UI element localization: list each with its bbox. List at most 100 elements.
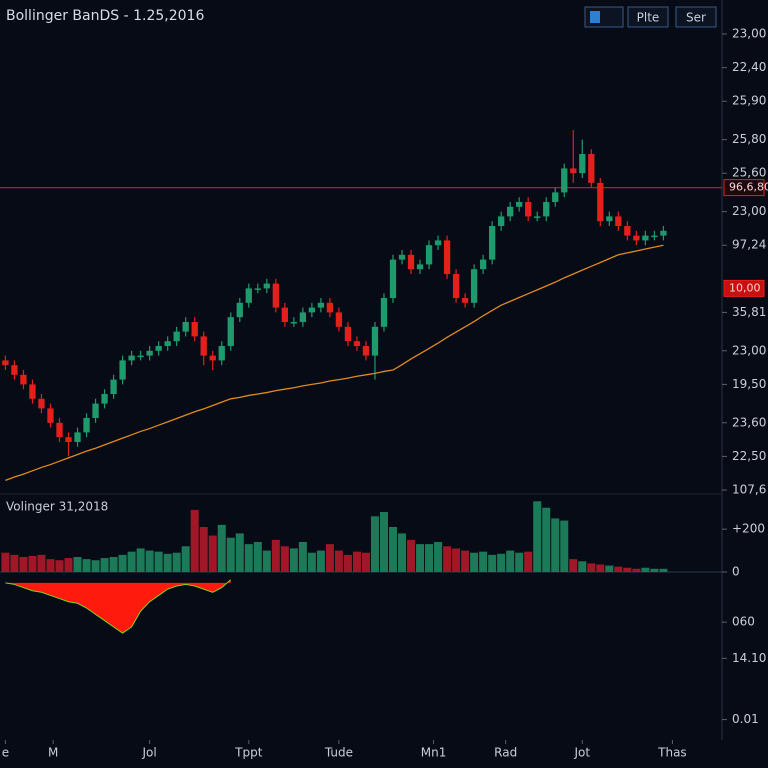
candle-body <box>227 317 234 346</box>
price-label: 96,6,80 <box>729 181 768 194</box>
candle-body <box>218 346 225 361</box>
y-tick-label: 23,00 <box>732 27 766 41</box>
volume-bar <box>82 559 91 572</box>
volume-bar <box>316 550 325 572</box>
candle-body <box>164 341 171 346</box>
volume-bar <box>172 552 181 572</box>
candle-body <box>254 288 261 290</box>
y-tick-label: 23,00 <box>732 343 766 357</box>
candle-body <box>389 259 397 298</box>
toolbar-button[interactable] <box>675 6 717 28</box>
candle-body <box>651 235 658 238</box>
candle-body <box>407 254 415 270</box>
moving-average <box>5 244 664 482</box>
volume-bar <box>479 551 488 572</box>
candle-body <box>488 226 496 260</box>
y-tick-label: 35,81 <box>732 305 766 319</box>
volume-bar <box>163 553 172 572</box>
candle-body <box>642 235 649 241</box>
candle-body <box>200 336 207 356</box>
candle-body <box>507 206 514 217</box>
candle-body <box>245 288 252 303</box>
volume-bar <box>244 544 253 572</box>
price-label-box <box>723 179 765 197</box>
volume-bar <box>434 542 443 572</box>
toolbar-button[interactable] <box>627 6 669 28</box>
candle-body <box>398 254 406 260</box>
volume-bar <box>461 550 470 572</box>
x-tick-label: M <box>48 746 58 760</box>
volume-bar <box>596 564 605 572</box>
volume-bar <box>587 563 596 572</box>
candle-body <box>380 298 388 327</box>
volume-bar <box>506 550 515 572</box>
x-tick-label: Rad <box>494 746 517 760</box>
volume-bar <box>91 560 100 572</box>
volume-bar <box>614 566 623 572</box>
volume-bar <box>334 550 343 572</box>
volume-bar <box>1 552 10 572</box>
volume-bar <box>298 542 307 572</box>
candle-body <box>182 322 189 332</box>
price-label-box <box>723 279 765 297</box>
y-tick-label: 25,90 <box>732 94 766 108</box>
volume-bar <box>100 558 109 572</box>
volume-bar <box>361 552 370 572</box>
candle-body <box>38 398 45 409</box>
oscillator-tick-label: 0.01 <box>732 712 759 726</box>
candle-body <box>552 192 559 202</box>
y-tick-label: 23,60 <box>732 415 766 429</box>
candle-body <box>92 403 99 418</box>
candle-body <box>597 182 604 222</box>
candle-body <box>461 298 469 303</box>
volume-bar <box>623 567 632 572</box>
button-label: Ser <box>686 11 706 25</box>
volume-bar <box>398 533 407 572</box>
x-tick-label: Mn1 <box>421 746 447 760</box>
candle-body <box>416 264 424 270</box>
volume-tick-label: 0 <box>732 565 740 579</box>
candle-body <box>525 202 532 217</box>
oscillator-tick-label: 060 <box>732 615 755 629</box>
candle-body <box>191 322 198 337</box>
candle-body <box>434 240 442 246</box>
volume-bar <box>533 501 542 572</box>
volume-bar <box>271 539 280 572</box>
layout-icon <box>590 11 600 23</box>
candle-body <box>443 240 451 274</box>
volume-bar <box>659 568 668 572</box>
candle-body <box>65 437 72 442</box>
candle-body <box>498 216 505 226</box>
volume-bar <box>379 512 388 572</box>
candle-body <box>11 365 18 375</box>
volume-bar <box>145 550 154 572</box>
candle-body <box>335 312 343 327</box>
volume-bar <box>388 527 398 572</box>
volume-bar <box>199 527 208 572</box>
candle-body <box>83 418 90 433</box>
volume-bar <box>46 559 55 572</box>
x-tick-label: Tppt <box>234 746 263 760</box>
candle-body <box>299 312 307 322</box>
candle-body <box>128 355 135 361</box>
candle-body <box>588 154 595 183</box>
candle-body <box>56 422 63 438</box>
candle-body <box>470 269 478 303</box>
volume-bar <box>352 551 361 572</box>
volume-bar <box>262 550 271 572</box>
volume-bar <box>325 544 334 572</box>
volume-bar <box>55 560 64 572</box>
x-tick-label: Thas <box>657 746 687 760</box>
x-tick-label: Jol <box>142 746 157 760</box>
volume-bar <box>280 546 289 572</box>
volume-bar <box>605 565 614 572</box>
candle-body <box>74 432 81 442</box>
volume-bar <box>343 554 352 572</box>
candle-body <box>579 154 586 174</box>
candle-body <box>146 350 153 356</box>
y-tick-label: 107,6 <box>732 483 766 497</box>
candle-body <box>615 216 622 226</box>
volume-bar <box>569 559 578 572</box>
volume-bar <box>19 557 28 572</box>
